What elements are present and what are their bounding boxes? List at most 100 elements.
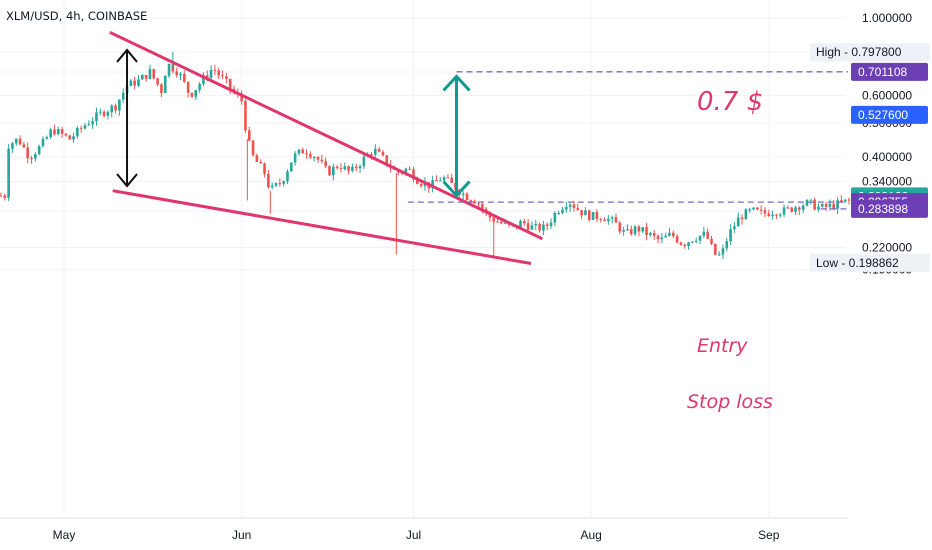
candle-body bbox=[110, 105, 114, 113]
candle-body bbox=[374, 149, 377, 155]
candle-body bbox=[121, 92, 125, 100]
candle-body bbox=[56, 129, 60, 135]
candle-body bbox=[817, 206, 820, 210]
chart-drawings bbox=[109, 30, 848, 265]
candle-body bbox=[412, 169, 415, 180]
candle-body bbox=[183, 73, 186, 82]
candle-body bbox=[7, 148, 10, 198]
candle-body bbox=[706, 231, 709, 239]
candle-body bbox=[362, 156, 366, 167]
time-axis[interactable]: May Jun Jul Aug Sep bbox=[0, 517, 848, 542]
candle-body bbox=[538, 223, 541, 231]
candle-body bbox=[49, 129, 52, 138]
candle-body bbox=[3, 195, 7, 198]
candle-body bbox=[442, 177, 446, 181]
candle-body bbox=[332, 166, 335, 176]
candle-body bbox=[840, 200, 843, 202]
candle-body bbox=[744, 209, 748, 220]
candle-body bbox=[11, 143, 14, 149]
candle-body bbox=[584, 210, 587, 216]
candle-body bbox=[843, 199, 847, 202]
price-axis-tick-label: 1.000000 bbox=[862, 11, 912, 25]
time-axis-tick-label: Jun bbox=[232, 528, 251, 542]
candle-body bbox=[152, 69, 156, 79]
candle-body bbox=[675, 236, 679, 243]
candle-body bbox=[221, 75, 224, 77]
candle-body bbox=[106, 112, 110, 116]
candle-body bbox=[102, 111, 106, 116]
candle-body bbox=[702, 231, 706, 236]
candle-body bbox=[79, 127, 83, 129]
price-badge-text: Low - 0.198862 bbox=[816, 256, 899, 270]
candle-body bbox=[828, 203, 832, 207]
candle-body bbox=[664, 235, 667, 238]
price-axis-tick-label: 0.340000 bbox=[862, 175, 912, 189]
candle-body bbox=[679, 242, 683, 245]
candle-body bbox=[503, 222, 507, 224]
time-axis-tick-label: Sep bbox=[758, 528, 780, 542]
candle-body bbox=[431, 180, 434, 189]
candle-body bbox=[496, 221, 499, 223]
price-badge-purple bbox=[851, 62, 928, 81]
candle-body bbox=[30, 158, 33, 160]
candle-body bbox=[519, 221, 522, 228]
candle-body bbox=[312, 157, 316, 159]
candle-body bbox=[614, 217, 618, 223]
candle-body bbox=[190, 92, 194, 97]
candle-body bbox=[733, 226, 736, 230]
candle-body bbox=[763, 210, 767, 214]
candle-body bbox=[316, 157, 320, 160]
candle-body bbox=[186, 81, 190, 93]
candle-body bbox=[542, 224, 545, 231]
candle-body bbox=[641, 227, 645, 232]
candle-body bbox=[45, 137, 49, 139]
price-badge-purple bbox=[851, 199, 928, 218]
pattern-height-arrowhead-top bbox=[116, 48, 138, 63]
candle-body bbox=[530, 225, 534, 230]
candle-body bbox=[756, 207, 759, 210]
time-axis-tick-label: May bbox=[53, 528, 76, 542]
candle-body bbox=[267, 173, 270, 188]
candle-body bbox=[129, 80, 133, 86]
entry-annotation: Entry bbox=[697, 335, 748, 357]
candle-body bbox=[450, 177, 454, 183]
candle-body bbox=[144, 75, 148, 79]
candle-body bbox=[721, 248, 725, 255]
candle-body bbox=[480, 203, 484, 209]
candle-body bbox=[381, 151, 385, 156]
candle-body bbox=[549, 222, 553, 227]
candle-body bbox=[255, 155, 259, 162]
candle-body bbox=[205, 75, 209, 78]
candle-body bbox=[270, 185, 274, 188]
candle-body bbox=[209, 69, 213, 78]
candle-body bbox=[622, 229, 625, 232]
candle-body bbox=[714, 243, 717, 255]
candle-body bbox=[671, 232, 675, 237]
candle-body bbox=[156, 78, 159, 85]
candle-body bbox=[526, 223, 530, 230]
candle-body bbox=[557, 212, 560, 214]
candle-body bbox=[416, 179, 419, 184]
candle-body bbox=[133, 80, 136, 86]
price-axis-tick-label: 0.400000 bbox=[862, 150, 912, 164]
candle-body bbox=[691, 241, 694, 243]
candle-body bbox=[320, 159, 324, 162]
candle-body bbox=[775, 214, 778, 216]
candle-body bbox=[385, 155, 389, 166]
candle-body bbox=[637, 226, 641, 232]
candle-body bbox=[710, 238, 713, 244]
candle-body bbox=[805, 200, 809, 206]
candle-body bbox=[202, 75, 205, 84]
candle-body bbox=[167, 63, 171, 76]
candle-body bbox=[228, 78, 232, 89]
candle-body bbox=[95, 112, 98, 122]
candle-body bbox=[339, 168, 343, 170]
candle-body bbox=[64, 133, 68, 136]
candle-body bbox=[809, 199, 813, 201]
candle-body bbox=[213, 69, 217, 71]
candle-body bbox=[500, 221, 503, 224]
candle-body bbox=[148, 69, 152, 79]
candle-body bbox=[759, 209, 763, 211]
candle-body bbox=[694, 240, 698, 242]
